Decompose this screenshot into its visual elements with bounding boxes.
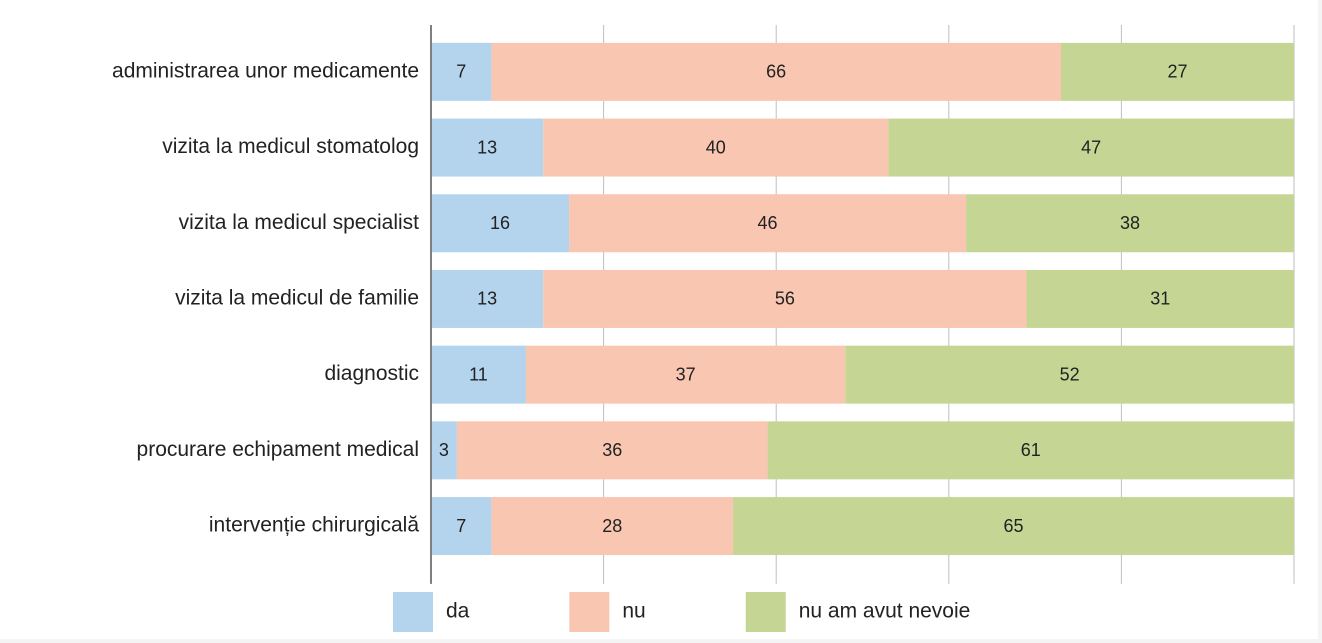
bar-segment xyxy=(491,497,734,556)
data-label: 52 xyxy=(1060,364,1080,384)
data-label: 16 xyxy=(490,213,510,233)
bar-segment xyxy=(966,194,1294,253)
bar-segment xyxy=(431,421,457,480)
y-tick-label: vizita la medicul specialist xyxy=(179,211,420,234)
bar-segment xyxy=(431,42,492,101)
data-label: 38 xyxy=(1120,213,1140,233)
bar-segment xyxy=(431,118,544,177)
y-tick-label: intervenție chirurgicală xyxy=(209,514,419,537)
y-tick-label: vizita la medicul stomatolog xyxy=(162,135,419,158)
data-label: 11 xyxy=(469,364,488,384)
data-label: 7 xyxy=(456,62,466,82)
data-label: 46 xyxy=(758,213,778,233)
data-label: 3 xyxy=(439,440,449,460)
data-label: 61 xyxy=(1021,440,1041,460)
bar-segment xyxy=(733,497,1294,556)
bar-segment xyxy=(491,42,1061,101)
data-label: 40 xyxy=(706,137,726,157)
y-tick-label: vizita la medicul de familie xyxy=(175,286,419,309)
data-label: 65 xyxy=(1004,516,1024,536)
data-label: 37 xyxy=(676,364,696,384)
data-label: 36 xyxy=(602,440,622,460)
bar-segment xyxy=(456,421,768,480)
bar-segment xyxy=(543,118,889,177)
bar-segment xyxy=(431,345,526,404)
bar-segment xyxy=(845,345,1294,404)
legend-label: nu xyxy=(622,600,645,623)
data-label: 47 xyxy=(1081,137,1101,157)
data-label: 13 xyxy=(477,289,497,309)
bar-segment xyxy=(1060,42,1294,101)
bar-segment xyxy=(1026,269,1294,328)
data-label: 7 xyxy=(456,516,466,536)
data-label: 28 xyxy=(602,516,622,536)
y-tick-label: administrarea unor medicamente xyxy=(112,59,419,82)
data-label: 31 xyxy=(1150,289,1170,309)
data-label: 66 xyxy=(766,62,786,82)
bar-segment xyxy=(431,497,492,556)
bar-segment xyxy=(431,194,570,253)
data-label: 27 xyxy=(1167,62,1187,82)
legend-swatch xyxy=(569,592,610,632)
y-tick-label: diagnostic xyxy=(324,362,419,385)
bar-segment xyxy=(888,118,1294,177)
data-label: 13 xyxy=(477,137,497,157)
bar-segment xyxy=(431,269,544,328)
bar-segment xyxy=(569,194,967,253)
bar-segment xyxy=(525,345,846,404)
y-tick-label: procurare echipament medical xyxy=(137,438,419,461)
legend-label: da xyxy=(446,600,470,623)
bar-segment xyxy=(543,269,1027,328)
legend-swatch xyxy=(745,592,786,632)
data-label: 56 xyxy=(775,289,795,309)
legend-label: nu am avut nevoie xyxy=(799,600,971,623)
legend-swatch xyxy=(393,592,433,632)
bar-segment xyxy=(767,421,1294,480)
